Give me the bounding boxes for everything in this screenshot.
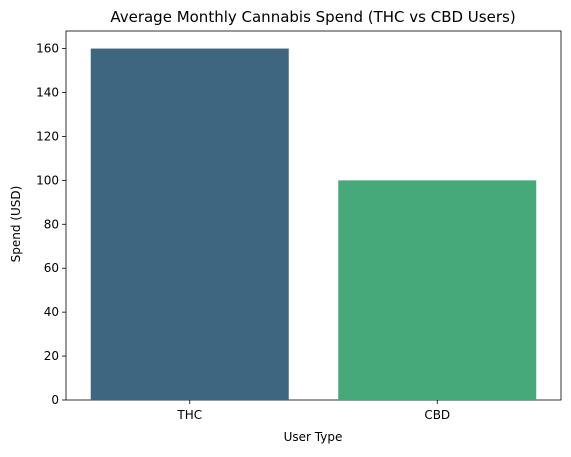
y-tick-label: 60: [44, 261, 59, 275]
x-axis-ticks: THC CBD: [176, 400, 450, 422]
y-axis-ticks: 0 20 40 60 80 100 120 140 160: [36, 42, 66, 407]
bars-group: [90, 48, 537, 400]
chart-title: Average Monthly Cannabis Spend (THC vs C…: [110, 8, 515, 26]
y-tick-label: 100: [36, 173, 59, 187]
y-tick-label: 80: [44, 217, 59, 231]
axes-frame: [65, 30, 562, 401]
bar-thc: [90, 48, 289, 400]
x-tick-label: THC: [176, 408, 202, 422]
x-axis-label: User Type: [284, 430, 343, 444]
plot-area: [65, 30, 562, 401]
x-tick-label: CBD: [424, 408, 450, 422]
y-tick-label: 160: [36, 42, 59, 56]
y-tick-label: 0: [51, 393, 59, 407]
y-tick-label: 20: [44, 349, 59, 363]
y-tick-label: 140: [36, 86, 59, 100]
y-tick-label: 120: [36, 129, 59, 143]
y-axis-label: Spend (USD): [9, 186, 23, 263]
bar-cbd: [338, 180, 537, 400]
y-tick-label: 40: [44, 305, 59, 319]
